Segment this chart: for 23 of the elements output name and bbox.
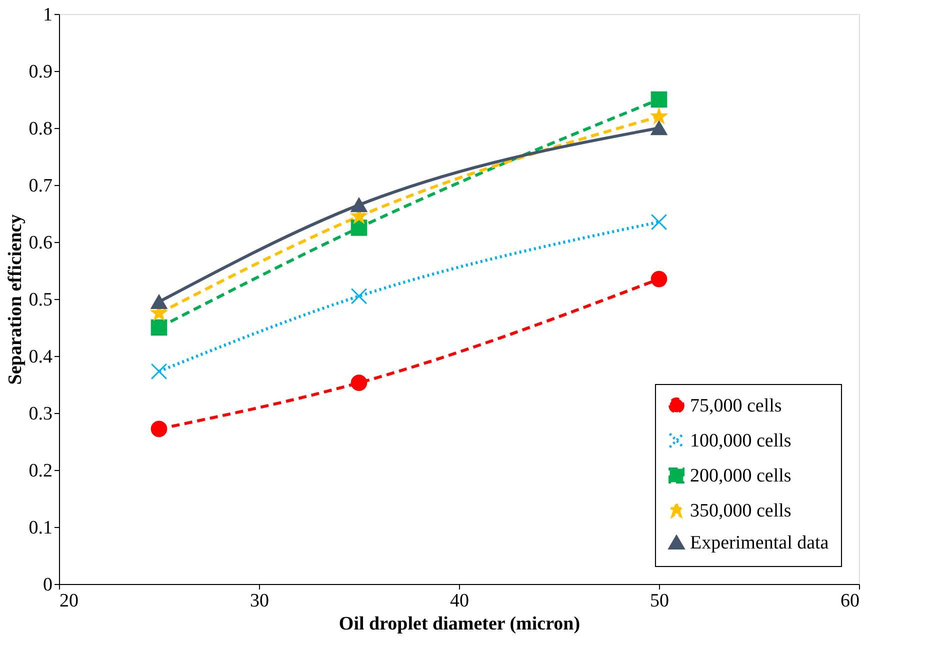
legend-label: 75,000 cells: [690, 396, 782, 416]
y-tick-label: 0.7: [28, 176, 52, 196]
x-tick-label: 50: [650, 590, 669, 612]
y-tick-label: 0.6: [28, 232, 52, 254]
y-tick-label: 1: [43, 4, 52, 26]
y-tick-label: 0: [43, 574, 52, 596]
y-tick-label: 0.3: [28, 404, 52, 424]
x-tick-label: 40: [450, 590, 469, 612]
y-tick-label: 0.5: [28, 290, 52, 310]
y-tick-label: 0.9: [28, 62, 52, 82]
legend-label: 200,000 cells: [690, 466, 792, 486]
y-tick-label: 0.1: [28, 518, 52, 538]
y-tick-label: 0.4: [28, 346, 53, 368]
y-tick-label: 0.2: [28, 460, 52, 482]
legend-label: 100,000 cells: [690, 430, 792, 452]
x-tick-label: 20: [60, 590, 78, 612]
x-tick-label: 30: [250, 590, 269, 612]
x-axis-title: Oil droplet diameter (micron): [338, 614, 580, 634]
x-tick-label: 60: [840, 590, 860, 612]
y-axis-title: Separation efficiency: [4, 214, 26, 385]
legend-label: 350,000 cells: [690, 500, 792, 522]
y-tick-label: 0.8: [28, 118, 52, 140]
legend-label: Experimental data: [690, 532, 830, 554]
